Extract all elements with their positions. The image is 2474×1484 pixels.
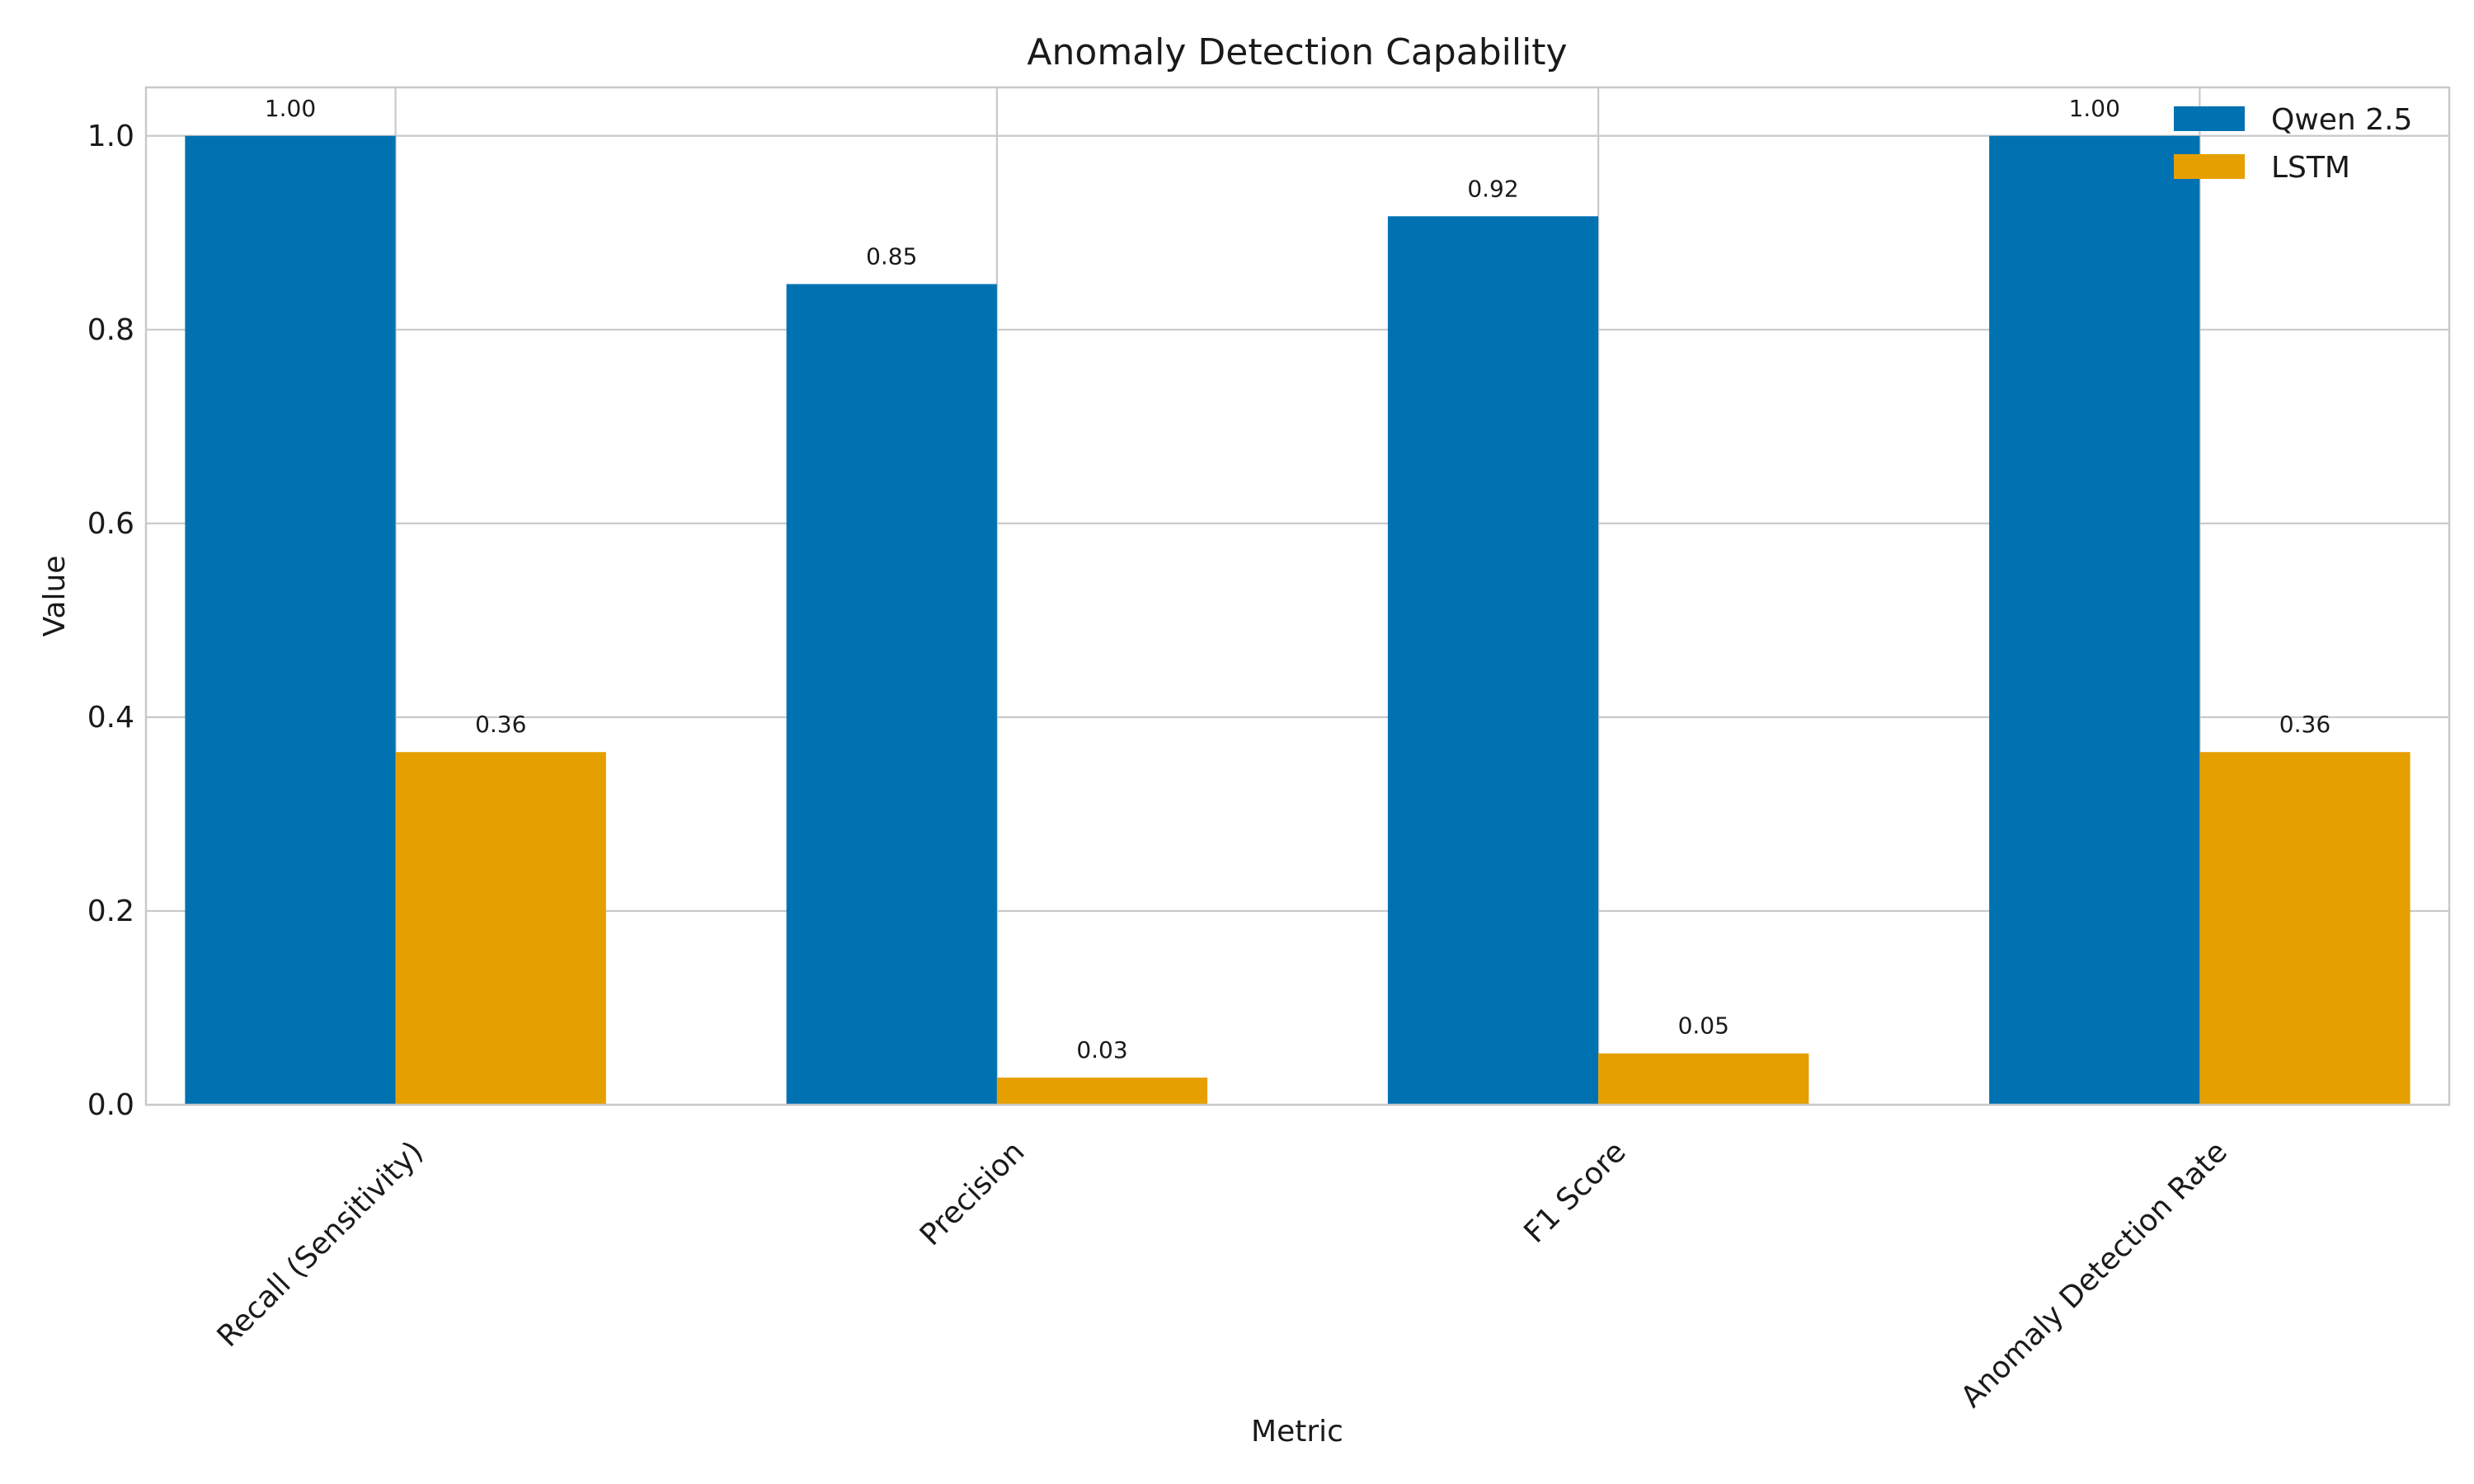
bar-lstm — [395, 752, 606, 1105]
data-label: 0.05 — [1678, 1012, 1729, 1040]
data-label: 1.00 — [265, 95, 316, 122]
data-label: 0.36 — [475, 711, 526, 738]
plot-frame — [144, 86, 2451, 1106]
legend-label: LSTM — [2271, 151, 2350, 185]
bar-lstm — [1598, 1053, 1809, 1105]
chart-title: Anomaly Detection Capability — [1027, 31, 1567, 73]
bar-qwen — [1989, 135, 2200, 1105]
y-axis-ticks: 0.0 0.2 0.4 0.6 0.8 1.0 — [87, 120, 134, 1122]
x-axis-label: Metric — [1251, 1415, 1343, 1449]
y-axis-label: Value — [38, 556, 72, 637]
legend: Qwen 2.5 LSTM — [2174, 103, 2412, 185]
y-tick-label: 0.2 — [87, 895, 134, 928]
x-tick-label: Precision — [914, 1135, 1032, 1253]
data-label: 1.00 — [2069, 95, 2120, 122]
x-tick-label: Anomaly Detection Rate — [1954, 1135, 2234, 1415]
legend-label: Qwen 2.5 — [2271, 103, 2412, 137]
bar-qwen — [1387, 216, 1599, 1106]
bar-qwen — [185, 135, 396, 1105]
y-tick-label: 0.4 — [87, 701, 134, 735]
y-tick-label: 0.8 — [87, 313, 134, 347]
data-labels-layer: 1.00 0.85 0.92 1.00 0.36 0.03 0.05 0.36 — [265, 95, 2331, 1064]
bars-layer — [185, 135, 2411, 1106]
legend-swatch — [2174, 154, 2245, 179]
y-tick-label: 1.0 — [87, 120, 134, 153]
legend-swatch — [2174, 106, 2245, 131]
data-label: 0.36 — [2279, 711, 2331, 738]
bar-lstm — [996, 1078, 1208, 1105]
x-tick-label: Recall (Sensitivity) — [211, 1135, 430, 1354]
data-label: 0.85 — [866, 243, 917, 270]
data-label: 0.03 — [1076, 1036, 1127, 1064]
x-axis-ticks: Recall (Sensitivity) Precision F1 Score Ano… — [211, 1135, 2234, 1415]
bar-lstm — [2199, 752, 2411, 1105]
bar-qwen — [786, 284, 997, 1105]
y-tick-label: 0.0 — [87, 1088, 134, 1122]
data-label: 0.92 — [1467, 175, 1518, 202]
x-tick-label: F1 Score — [1517, 1135, 1632, 1250]
y-tick-label: 0.6 — [87, 507, 134, 541]
